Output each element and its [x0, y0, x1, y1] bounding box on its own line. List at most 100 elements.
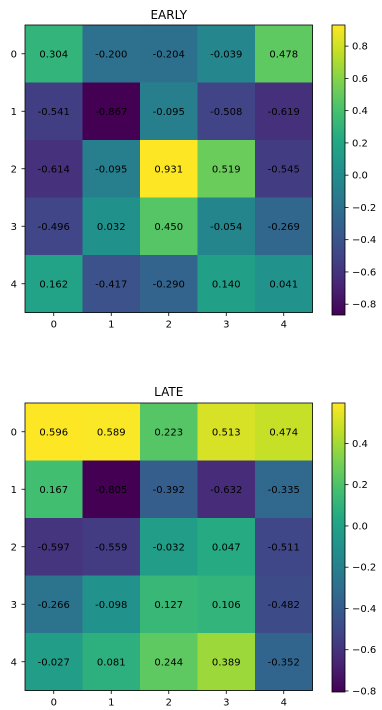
x-tick-label: 2 — [166, 698, 172, 709]
cell-value-label: 0.304 — [39, 49, 68, 60]
heatmap-cell — [197, 25, 256, 83]
cell-value-label: -0.039 — [210, 49, 242, 60]
colorbar-frame — [331, 402, 346, 693]
colorbar-tick-label: −0.6 — [352, 267, 376, 278]
colorbar-tick-label: −0.4 — [352, 235, 376, 246]
heatmap-cell — [140, 82, 198, 141]
cell-value-label: -0.541 — [38, 107, 70, 118]
heatmap-cell — [140, 255, 198, 313]
colorbar-tick-label: 0.4 — [352, 439, 368, 450]
cell-value-label: -0.027 — [38, 657, 70, 668]
y-tick-label: 4 — [11, 657, 17, 668]
cell-value-label: 0.589 — [97, 427, 126, 438]
colorbar-tick-label: 0.0 — [352, 521, 368, 532]
heatmap-cell — [82, 255, 141, 313]
cell-value-label: -0.614 — [38, 164, 70, 175]
heatmap-cell — [82, 460, 141, 519]
cell-value-label: 0.244 — [154, 657, 183, 668]
colorbar — [332, 25, 345, 315]
x-tick-label: 0 — [51, 320, 57, 331]
heatmap-cell — [255, 197, 313, 256]
heatmap-cell — [82, 82, 141, 141]
x-tick-label: 0 — [51, 698, 57, 709]
heatmap-cell — [140, 575, 198, 634]
cell-value-label: 0.389 — [212, 657, 241, 668]
colorbar-frame — [331, 24, 346, 316]
cell-value-label: 0.140 — [212, 279, 241, 290]
cell-value-label: -0.095 — [95, 164, 127, 175]
colorbar-tick-label: 0.4 — [352, 106, 368, 117]
heatmap-cell — [25, 633, 83, 691]
heatmap-cell — [25, 518, 83, 576]
cell-value-label: -0.545 — [268, 164, 300, 175]
colorbar-tick-label: −0.4 — [352, 604, 376, 615]
y-tick-label: 1 — [11, 485, 17, 496]
cell-value-label: -0.508 — [210, 107, 242, 118]
cell-value-label: -0.054 — [210, 222, 242, 233]
heatmap-cell — [82, 403, 141, 461]
heatmap-cell — [197, 633, 256, 691]
heatmap-cell — [25, 82, 83, 141]
heatmap-cell — [25, 403, 83, 461]
cell-value-label: -0.417 — [95, 279, 127, 290]
cell-value-label: -0.496 — [38, 222, 70, 233]
cell-value-label: 0.162 — [39, 279, 68, 290]
heatmap-cell — [255, 633, 313, 691]
cell-value-label: -0.619 — [268, 107, 300, 118]
colorbar-tick-label: 0.8 — [352, 42, 368, 53]
heatmap-cell — [197, 575, 256, 634]
cell-value-label: -0.290 — [153, 279, 185, 290]
heatmap-cell — [140, 403, 198, 461]
heatmap-cell — [255, 25, 313, 83]
y-tick-label: 3 — [11, 222, 17, 233]
cell-value-label: 0.167 — [39, 485, 68, 496]
cell-value-label: 0.047 — [212, 542, 241, 553]
x-tick-label: 2 — [166, 320, 172, 331]
heatmap-cell — [140, 25, 198, 83]
heatmap-cell — [82, 518, 141, 576]
x-tick-label: 1 — [108, 698, 114, 709]
colorbar-tick-label: −0.6 — [352, 645, 376, 656]
y-tick-label: 4 — [11, 279, 17, 290]
x-tick-label: 1 — [108, 320, 114, 331]
cell-value-label: -0.511 — [268, 542, 300, 553]
cell-value-label: -0.095 — [153, 107, 185, 118]
cell-value-label: 0.127 — [154, 600, 183, 611]
colorbar-tick-label: 0.6 — [352, 74, 368, 85]
cell-value-label: 0.474 — [269, 427, 298, 438]
cell-value-label: -0.204 — [153, 49, 185, 60]
y-tick-label: 2 — [11, 542, 17, 553]
x-tick-label: 4 — [281, 698, 287, 709]
cell-value-label: -0.867 — [95, 107, 127, 118]
colorbar — [332, 403, 345, 692]
colorbar-tick-label: −0.2 — [352, 563, 376, 574]
cell-value-label: -0.805 — [95, 485, 127, 496]
x-tick-label: 3 — [223, 698, 229, 709]
heatmap-cell — [255, 460, 313, 519]
colorbar-tick-label: −0.8 — [352, 300, 376, 311]
cell-value-label: 0.931 — [154, 164, 183, 175]
cell-value-label: 0.519 — [212, 164, 241, 175]
colorbar-tick-label: −0.2 — [352, 203, 376, 214]
cell-value-label: -0.597 — [38, 542, 70, 553]
cell-value-label: 0.450 — [154, 222, 183, 233]
cell-value-label: -0.559 — [95, 542, 127, 553]
heatmap-cell — [140, 140, 198, 198]
colorbar-tick-label: 0.2 — [352, 480, 368, 491]
heatmap-cell — [255, 140, 313, 198]
heatmap-panel: EARLY 0.304 -0.200 -0.204 -0.039 0.478 -0.541 -… — [11, 8, 377, 331]
cell-value-label: -0.266 — [38, 600, 70, 611]
cell-value-label: -0.098 — [95, 600, 127, 611]
cell-value-label: 0.513 — [212, 427, 241, 438]
heatmap-cell — [25, 197, 83, 256]
heatmap-cell — [82, 575, 141, 634]
heatmap-cell — [255, 403, 313, 461]
y-tick-label: 1 — [11, 107, 17, 118]
heatmap-cell — [25, 25, 83, 83]
heatmap-cell — [25, 140, 83, 198]
cell-value-label: -0.200 — [95, 49, 127, 60]
heatmap-cell — [82, 197, 141, 256]
heatmap-cell — [25, 460, 83, 519]
cell-value-label: -0.482 — [268, 600, 300, 611]
